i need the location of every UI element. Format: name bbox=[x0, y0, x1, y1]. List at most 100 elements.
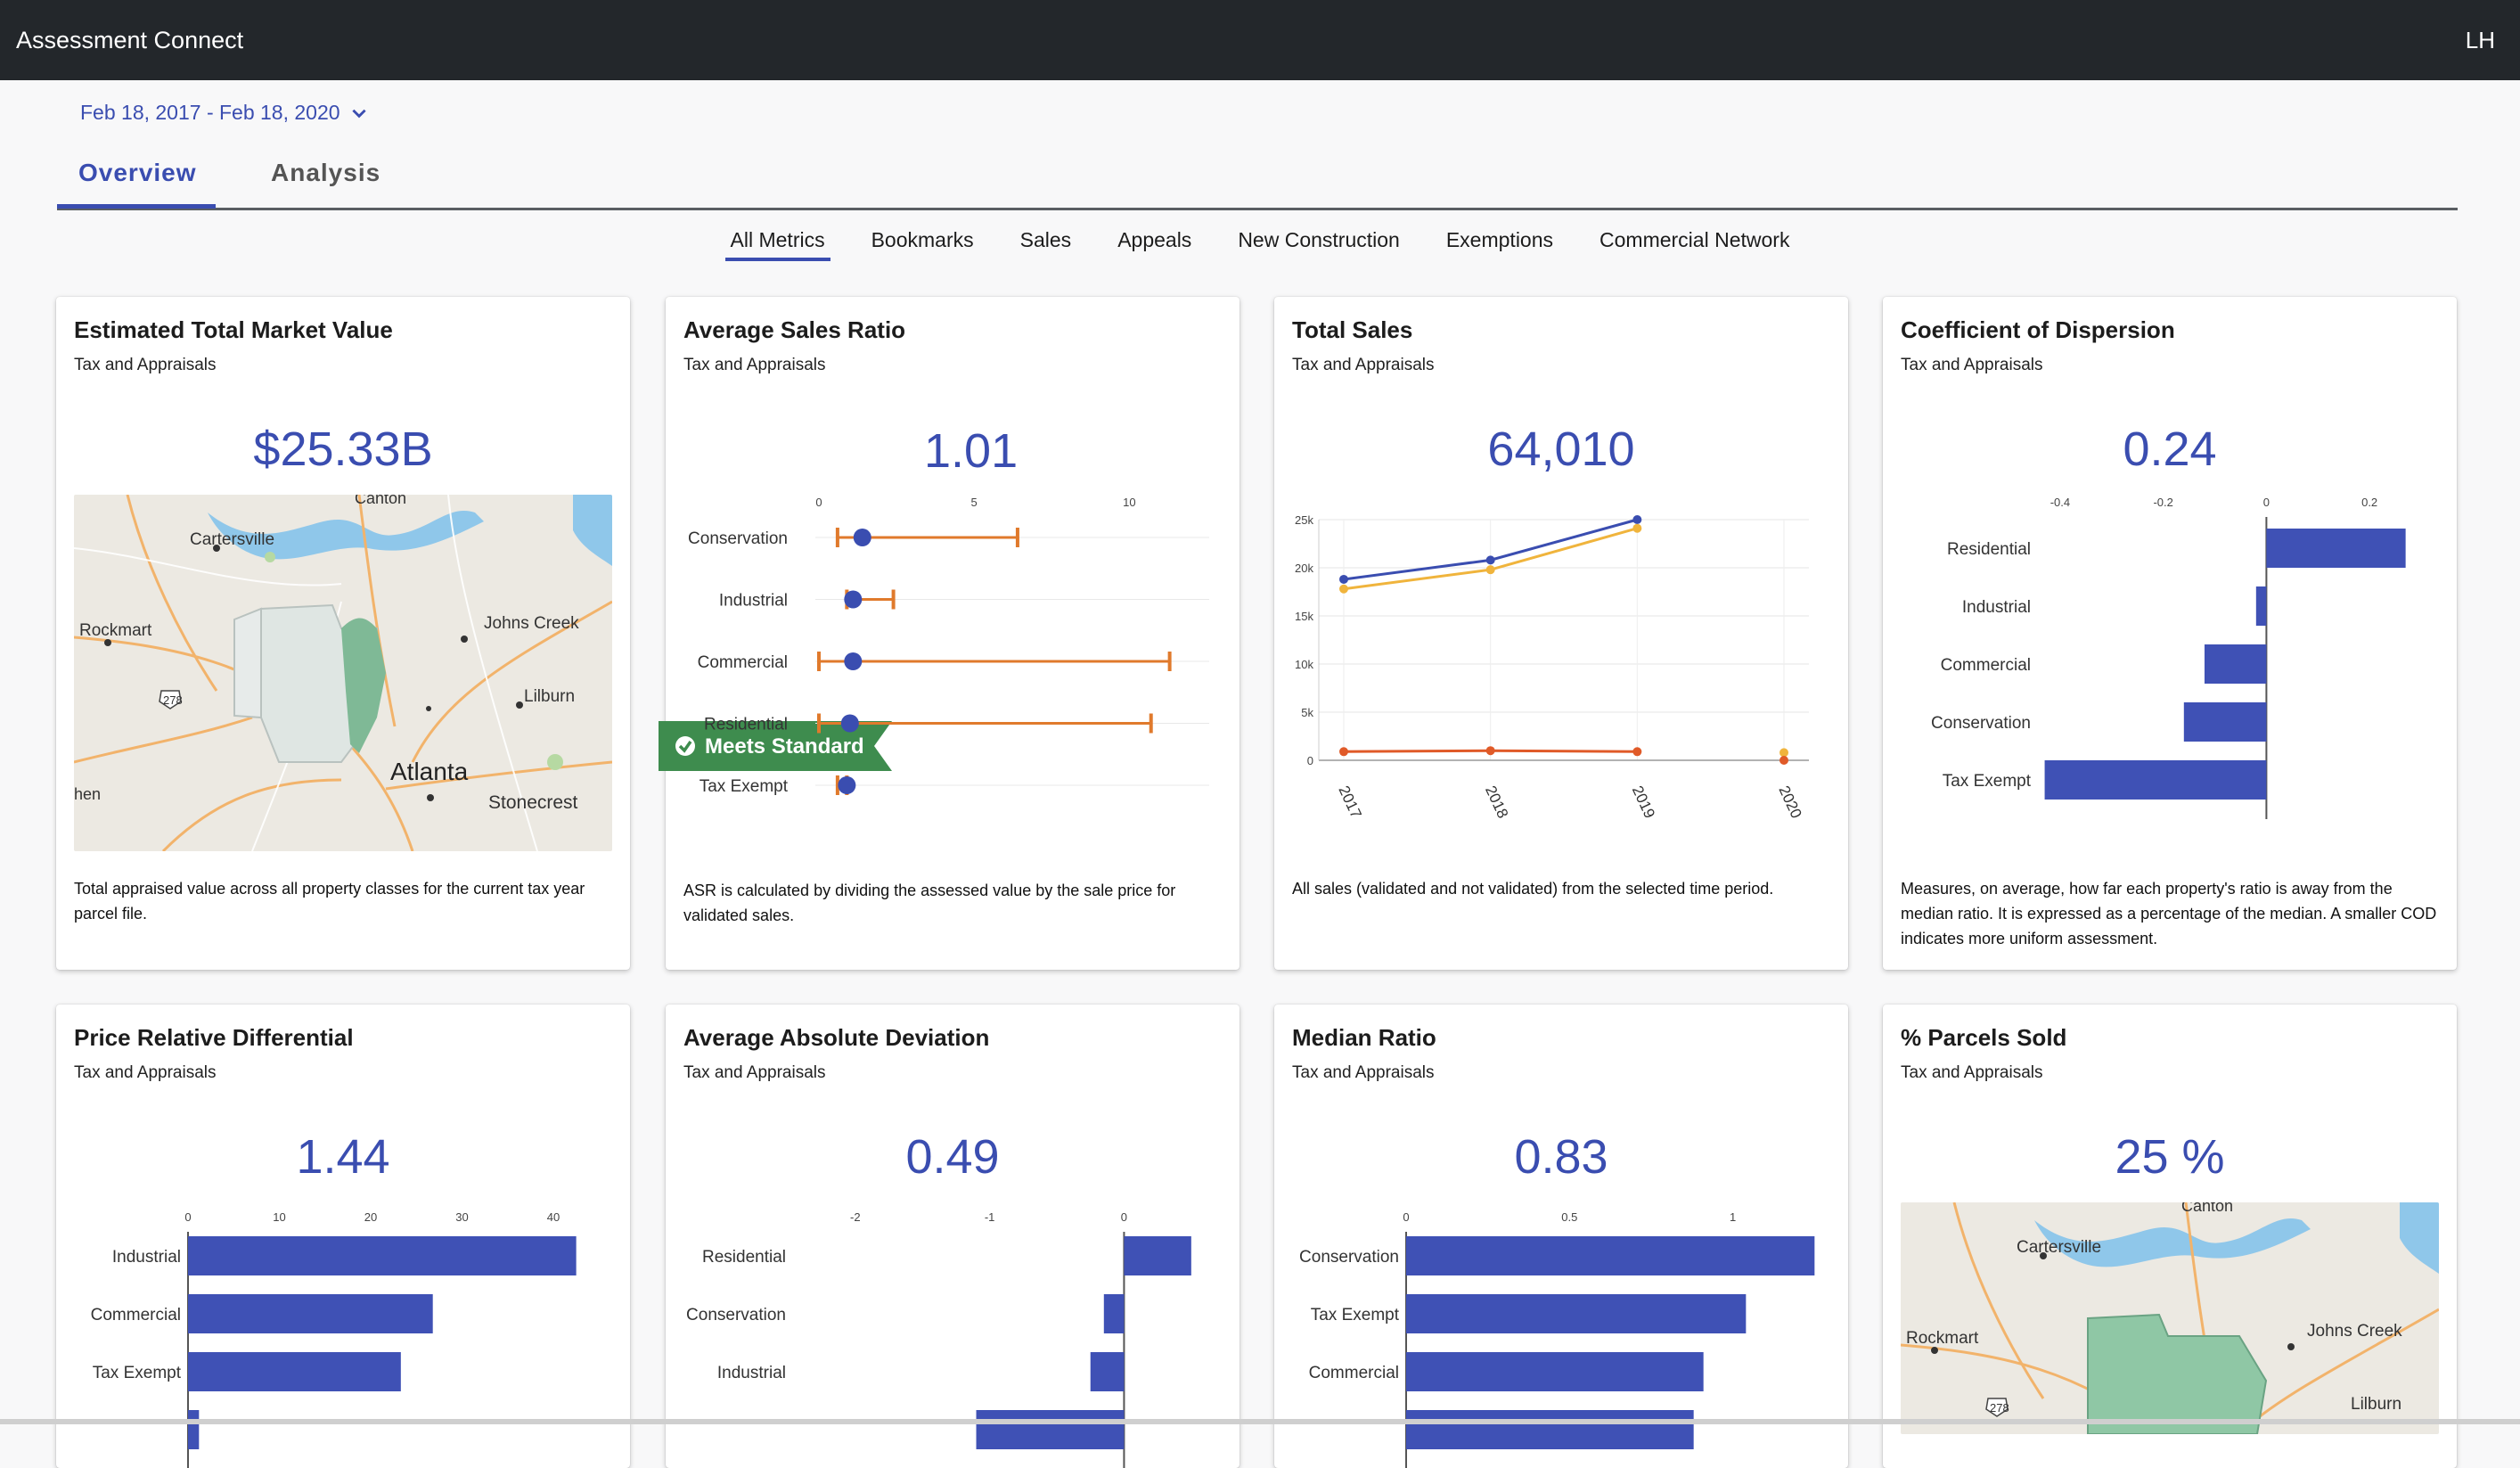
card-subtitle: Tax and Appraisals bbox=[1901, 356, 2043, 374]
aad-bar-chart[interactable]: -2 -1 0 Residential Conservation Industrial bbox=[666, 1005, 1240, 1468]
x-tick-label: 1 bbox=[1730, 1210, 1736, 1224]
parcels-map[interactable]: Canton Cartersville Rockmart Johns Creek… bbox=[1901, 1202, 2439, 1434]
map-label: hen bbox=[74, 785, 101, 803]
mean-point bbox=[844, 652, 863, 670]
card-coefficient-of-dispersion[interactable]: Coefficient of Dispersion Tax and Apprai… bbox=[1883, 297, 2457, 970]
date-range-selector[interactable]: Feb 18, 2017 - Feb 18, 2020 bbox=[80, 101, 369, 125]
metric-value: 0.83 bbox=[1514, 1130, 1608, 1184]
date-range-label: Feb 18, 2017 - Feb 18, 2020 bbox=[80, 101, 340, 124]
card-description: ASR is calculated by dividing the assess… bbox=[683, 882, 1176, 924]
card-average-sales-ratio[interactable]: Average Sales Ratio Tax and Appraisals 1… bbox=[659, 297, 1240, 970]
x-tick-label: 0.2 bbox=[2361, 496, 2377, 509]
mean-point bbox=[853, 529, 871, 546]
data-point bbox=[1632, 747, 1642, 757]
bar bbox=[188, 1294, 433, 1333]
subnav-bookmarks[interactable]: Bookmarks bbox=[871, 228, 974, 251]
check-circle-icon bbox=[675, 736, 695, 756]
tab-analysis[interactable]: Analysis bbox=[271, 159, 381, 186]
x-tick-label: 0.5 bbox=[1561, 1210, 1577, 1224]
card-title: Average Absolute Deviation bbox=[683, 1024, 990, 1051]
subnav-sales[interactable]: Sales bbox=[1019, 228, 1072, 251]
map-label: 278 bbox=[1990, 1401, 2009, 1415]
card-subtitle: Tax and Appraisals bbox=[1292, 356, 1435, 374]
x-tick-label: 0 bbox=[815, 496, 822, 509]
data-point bbox=[1632, 515, 1642, 524]
subnav-commercial-network[interactable]: Commercial Network bbox=[1600, 228, 1790, 251]
x-tick-label: 0 bbox=[184, 1210, 191, 1224]
badge-label: Meets Standard bbox=[705, 734, 864, 759]
x-tick-label: -2 bbox=[850, 1210, 861, 1224]
median-ratio-bar-chart[interactable]: 0 0.5 1 Conservation Tax Exempt Commercial bbox=[1274, 1005, 1848, 1468]
app-header: Assessment Connect LH bbox=[0, 0, 2520, 80]
y-tick-label: 25k bbox=[1295, 513, 1313, 527]
card-parcels-sold[interactable]: % Parcels Sold Tax and Appraisals 25 % C… bbox=[1883, 1005, 2457, 1468]
app-title: Assessment Connect bbox=[16, 26, 244, 53]
cod-bar-chart[interactable]: -0.4 -0.2 0 0.2 Residential Industrial Commerc… bbox=[1883, 297, 2457, 832]
x-tick-label: 5 bbox=[971, 496, 978, 509]
bar bbox=[1406, 1410, 1694, 1449]
metric-value: 0.49 bbox=[905, 1130, 1000, 1184]
card-subtitle: Tax and Appraisals bbox=[74, 1063, 217, 1082]
metric-value: 1.01 bbox=[924, 424, 1019, 478]
card-subtitle: Tax and Appraisals bbox=[1901, 1063, 2043, 1082]
x-tick-label: 30 bbox=[455, 1210, 468, 1224]
x-tick-label: 20 bbox=[364, 1210, 377, 1224]
map-label: Atlanta bbox=[390, 758, 469, 785]
total-sales-line-chart[interactable]: 0 5k 10k 15k 20k 25k 2017 2018 2019 2020 bbox=[1274, 297, 1848, 849]
category-label: Conservation bbox=[1299, 1248, 1399, 1267]
bar bbox=[2266, 529, 2406, 568]
card-total-sales[interactable]: Total Sales Tax and Appraisals 64,010 0 5… bbox=[1274, 297, 1848, 970]
card-title: Estimated Total Market Value bbox=[74, 316, 393, 343]
subnav-new-construction[interactable]: New Construction bbox=[1238, 228, 1400, 251]
bar bbox=[1406, 1352, 1704, 1391]
data-point bbox=[1485, 555, 1495, 565]
category-label: Commercial bbox=[91, 1306, 181, 1324]
category-label: Tax Exempt bbox=[1943, 772, 2032, 791]
tab-overview[interactable]: Overview bbox=[78, 159, 197, 186]
bar bbox=[1406, 1294, 1747, 1333]
data-point bbox=[1485, 565, 1495, 575]
x-tick-label: 0 bbox=[1121, 1210, 1127, 1224]
card-title: Coefficient of Dispersion bbox=[1901, 316, 2175, 343]
mean-point bbox=[838, 776, 856, 794]
card-description: Total appraised value across all propert… bbox=[74, 880, 585, 923]
card-subtitle: Tax and Appraisals bbox=[683, 356, 826, 374]
active-tab-indicator bbox=[57, 204, 216, 209]
metric-value: 64,010 bbox=[1487, 422, 1635, 476]
data-point bbox=[1780, 756, 1788, 765]
category-label: Industrial bbox=[112, 1248, 181, 1267]
map-graphic: Canton Cartersville Rockmart Johns Creek… bbox=[74, 495, 612, 851]
data-point bbox=[1339, 574, 1348, 584]
bar bbox=[976, 1410, 1125, 1449]
subnav-appeals[interactable]: Appeals bbox=[1117, 228, 1192, 251]
subnav-all-metrics[interactable]: All Metrics bbox=[724, 226, 830, 261]
category-label: Industrial bbox=[717, 1364, 786, 1382]
map-label: 278 bbox=[163, 693, 183, 707]
category-label: Conservation bbox=[1931, 714, 2031, 733]
county-map[interactable]: Canton Cartersville Rockmart Johns Creek… bbox=[74, 495, 612, 851]
meets-standard-badge: Meets Standard bbox=[659, 721, 892, 771]
bar bbox=[1090, 1352, 1125, 1391]
card-average-absolute-deviation[interactable]: Average Absolute Deviation Tax and Appra… bbox=[666, 1005, 1240, 1468]
bar bbox=[1103, 1294, 1125, 1333]
map-label: Lilburn bbox=[524, 687, 575, 706]
bar bbox=[2044, 760, 2267, 800]
card-price-relative-differential[interactable]: Price Relative Differential Tax and Appr… bbox=[56, 1005, 630, 1468]
card-title: Total Sales bbox=[1292, 316, 1413, 343]
card-title: Average Sales Ratio bbox=[683, 316, 906, 343]
user-avatar[interactable]: LH bbox=[2465, 26, 2495, 53]
card-title: Price Relative Differential bbox=[74, 1024, 354, 1051]
prd-bar-chart[interactable]: 0 10 20 30 40 Industrial Commercial Tax Exempt bbox=[56, 1005, 630, 1468]
card-title: Median Ratio bbox=[1292, 1024, 1436, 1051]
category-label: Industrial bbox=[719, 592, 788, 611]
x-tick-label: 10 bbox=[273, 1210, 285, 1224]
asr-range-chart[interactable]: 0 5 10 Conservation Industrial Commercial Resi… bbox=[666, 297, 1240, 832]
bar bbox=[188, 1410, 200, 1449]
bar bbox=[188, 1352, 401, 1391]
subnav-exemptions[interactable]: Exemptions bbox=[1445, 228, 1554, 251]
bar bbox=[188, 1236, 577, 1275]
metric-value: 1.44 bbox=[296, 1130, 390, 1184]
card-title: % Parcels Sold bbox=[1901, 1024, 2067, 1051]
card-market-value[interactable]: Estimated Total Market Value Tax and App… bbox=[56, 297, 630, 970]
card-median-ratio[interactable]: Median Ratio Tax and Appraisals 0.83 0 0.… bbox=[1274, 1005, 1848, 1468]
